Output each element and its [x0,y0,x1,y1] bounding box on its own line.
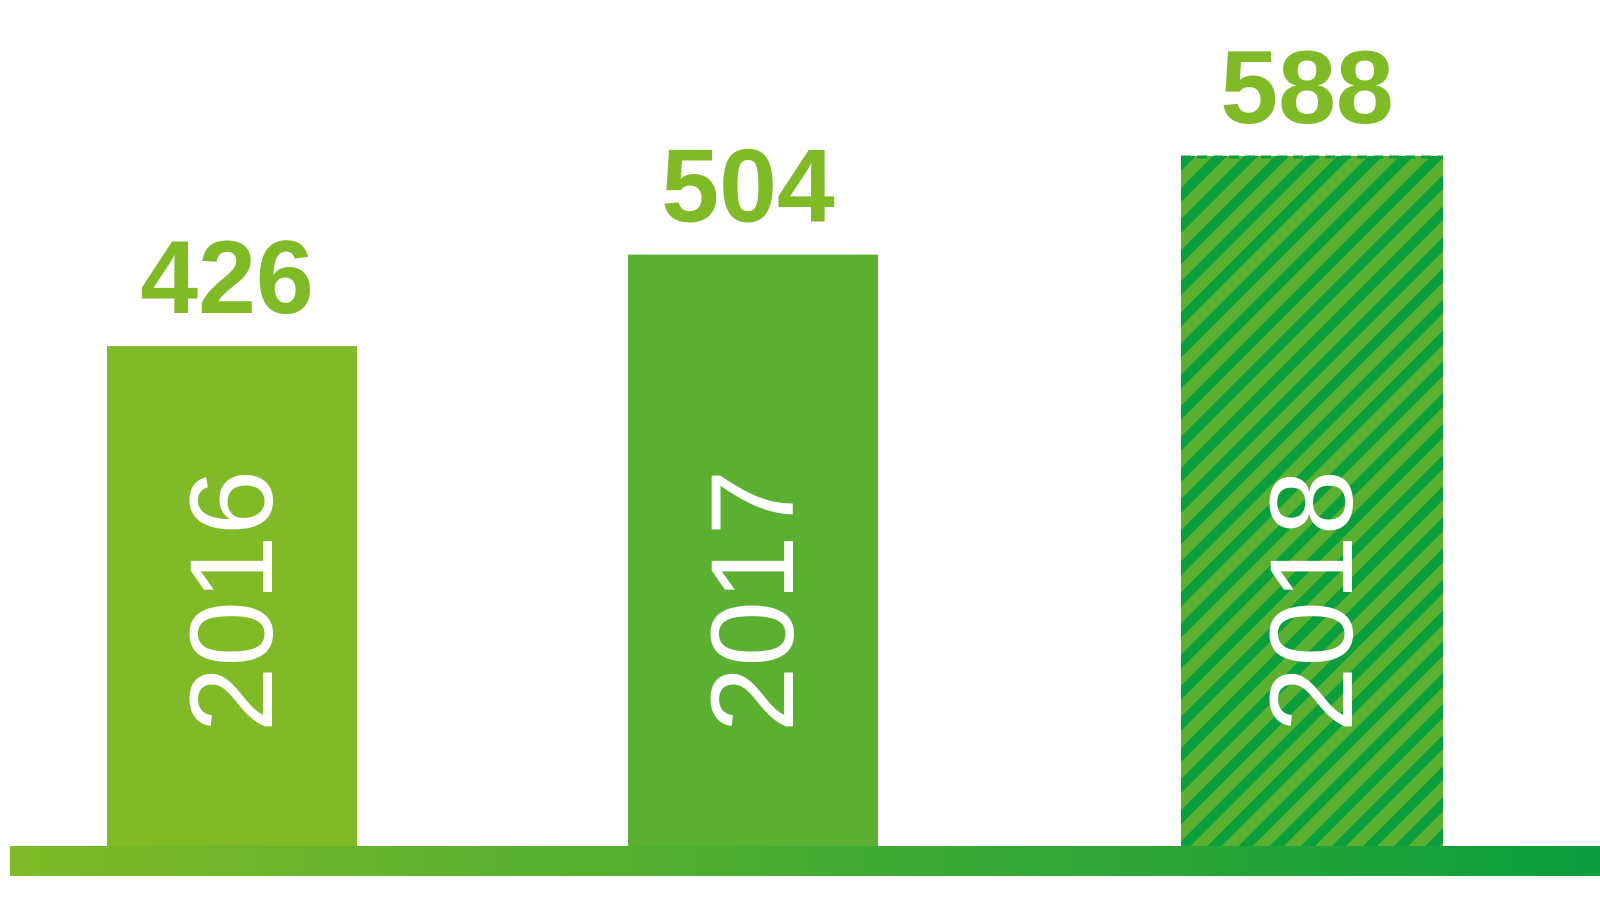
value-label-2017: 504 [661,129,835,245]
bar-2018 [1181,156,1443,846]
value-label-2018: 588 [1220,30,1394,146]
x-axis-baseline [10,846,1600,876]
labels-group: 426 2016 504 2017 588 2018 [140,30,1394,732]
category-label-2018: 2018 [1246,470,1378,733]
category-label-2016: 2016 [166,470,298,733]
bars-group [107,155,1443,847]
bar-2016 [107,346,357,846]
value-label-2016: 426 [140,220,314,336]
bar-2017 [628,254,878,847]
category-label-2017: 2017 [687,470,819,733]
